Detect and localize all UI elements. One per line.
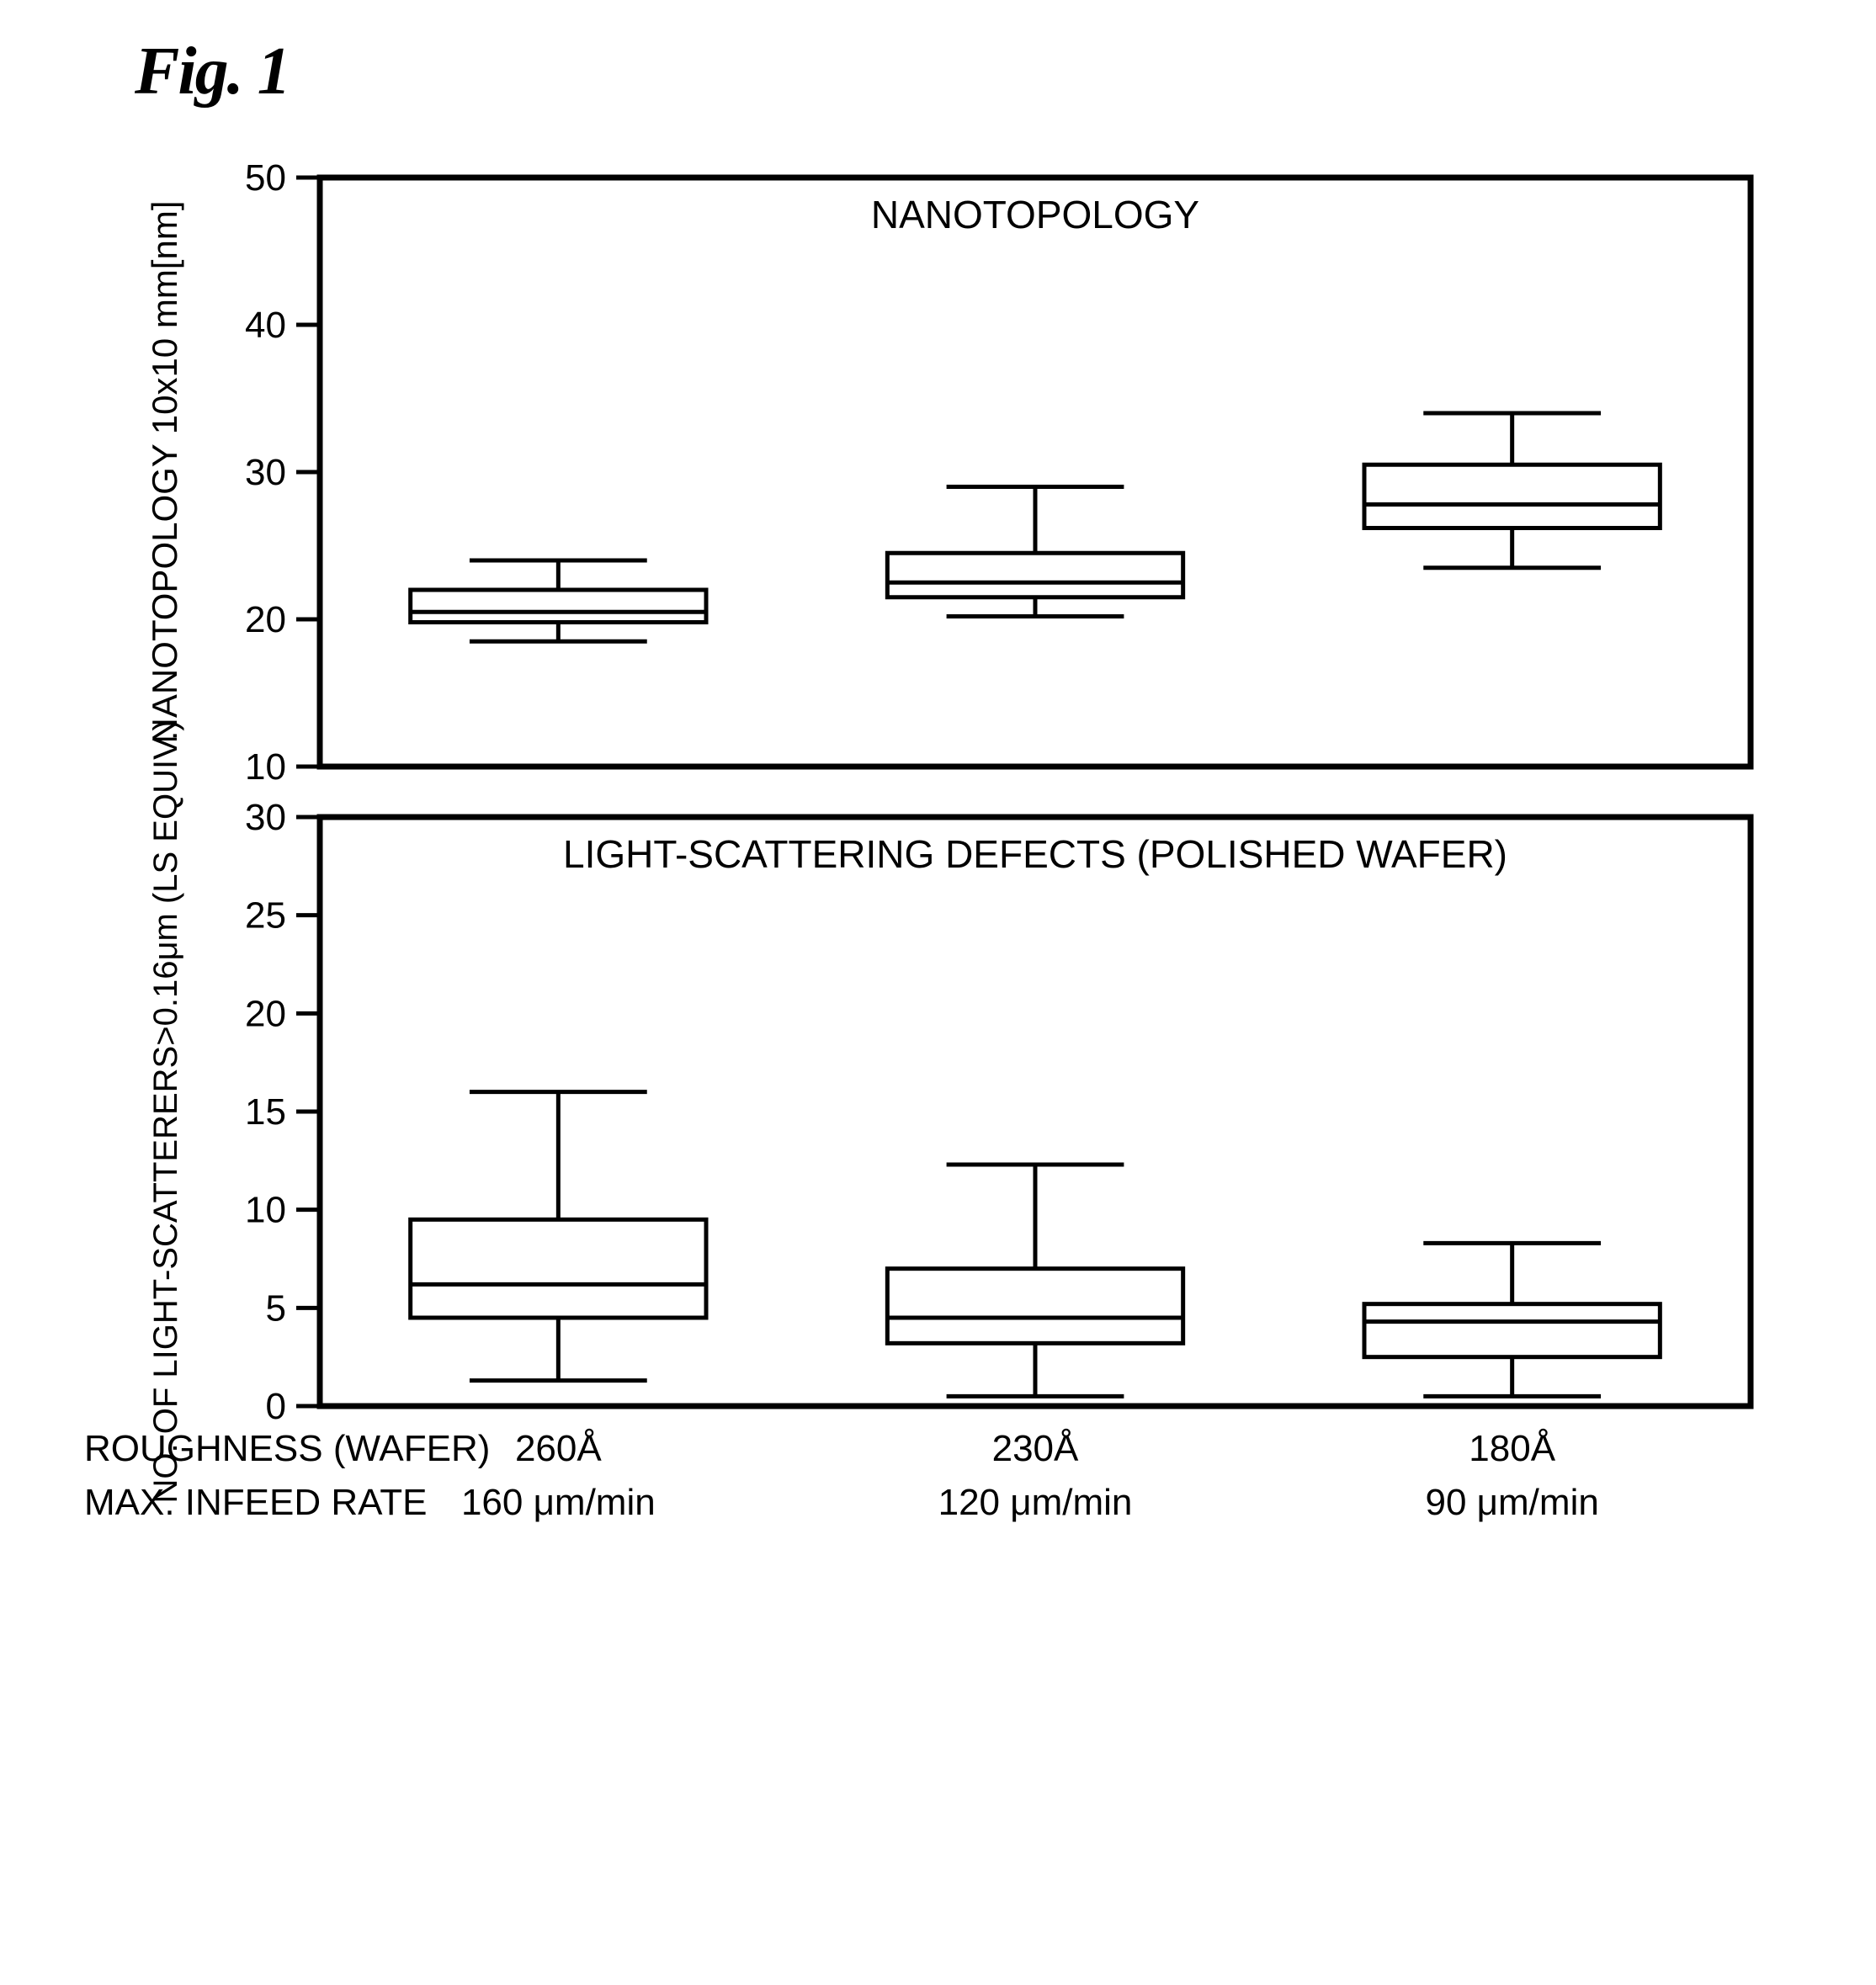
svg-text:50: 50 [245,161,286,199]
svg-text:10: 10 [245,1190,286,1231]
svg-text:ROUGHNESS (WAFER): ROUGHNESS (WAFER) [84,1428,490,1469]
svg-text:20: 20 [245,993,286,1034]
svg-text:120 μm/min: 120 μm/min [938,1482,1133,1523]
figure-label: Fig. 1 [135,34,1842,110]
svg-text:30: 30 [245,797,286,838]
svg-text:25: 25 [245,895,286,937]
svg-text:NO. OF LIGHT-SCATTERERS>0.16μm: NO. OF LIGHT-SCATTERERS>0.16μm (LS EQUIV… [147,719,184,1503]
svg-text:90 μm/min: 90 μm/min [1426,1482,1599,1523]
svg-text:180Å: 180Å [1469,1428,1555,1469]
svg-text:260Å: 260Å [515,1428,602,1469]
figure-1: Fig. 1 1020304050NANOTOPOLOGY 10x10 mm[n… [34,34,1842,1633]
svg-text:MAX. INFEED RATE: MAX. INFEED RATE [84,1482,427,1523]
svg-text:LIGHT-SCATTERING DEFECTS (POLI: LIGHT-SCATTERING DEFECTS (POLISHED WAFER… [563,832,1507,876]
svg-text:NANOTOPOLOGY 10x10 mm[nm]: NANOTOPOLOGY 10x10 mm[nm] [145,201,184,744]
svg-text:230Å: 230Å [992,1428,1079,1469]
svg-text:20: 20 [245,599,286,640]
svg-text:30: 30 [245,452,286,493]
svg-text:15: 15 [245,1091,286,1133]
svg-text:10: 10 [245,746,286,788]
boxplot-charts: 1020304050NANOTOPOLOGY 10x10 mm[nm]NANOT… [34,161,1842,1633]
svg-text:160 μm/min: 160 μm/min [461,1482,656,1523]
svg-text:NANOTOPOLOGY: NANOTOPOLOGY [871,193,1199,236]
svg-text:40: 40 [245,305,286,346]
svg-text:5: 5 [266,1287,286,1329]
svg-text:0: 0 [266,1386,286,1427]
